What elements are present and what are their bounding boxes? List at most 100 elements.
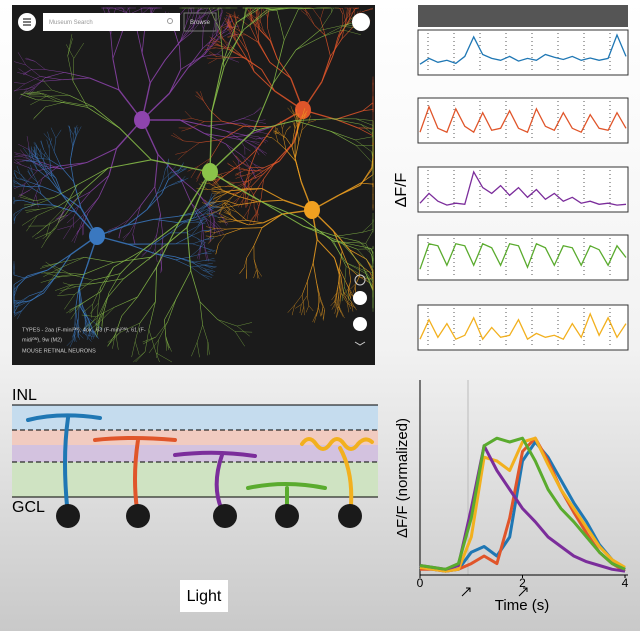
- dendrite: [262, 213, 283, 224]
- rotate-button[interactable]: [353, 291, 367, 305]
- dendrite: [229, 56, 246, 59]
- dendrite: [19, 173, 28, 182]
- dendrite: [295, 118, 332, 122]
- dendrite: [236, 7, 257, 23]
- zoom-button[interactable]: [353, 317, 367, 331]
- dendrite: [43, 267, 62, 277]
- dendrite: [40, 76, 63, 81]
- layers-button[interactable]: [354, 274, 366, 286]
- dendrite: [190, 270, 201, 302]
- dendrite: [365, 270, 374, 283]
- dendrite: [121, 7, 128, 13]
- dendrite: [253, 106, 262, 114]
- dendrite: [204, 133, 227, 145]
- trace-line: [419, 33, 627, 65]
- dendrite: [249, 148, 258, 169]
- dendrite: [154, 154, 159, 187]
- dendrite: [148, 339, 159, 354]
- dendrite: [36, 153, 44, 160]
- dendrite: [28, 87, 36, 97]
- dendrite: [335, 118, 358, 129]
- dendrite: [40, 276, 60, 283]
- dendrite: [16, 166, 21, 174]
- dendrite: [169, 166, 176, 174]
- dendrite: [204, 238, 215, 241]
- y-axis-label: ΔF/F (normalized): [394, 418, 411, 538]
- dendrite: [215, 243, 219, 255]
- dendrite: [148, 329, 157, 353]
- dendrite: [314, 311, 318, 323]
- dendrite: [175, 168, 185, 172]
- view-button[interactable]: [352, 13, 370, 31]
- dendrite: [209, 51, 218, 57]
- dendrite: [188, 18, 199, 29]
- dendrite: [336, 306, 339, 318]
- dendrite: [106, 278, 124, 299]
- dendrite: [162, 173, 171, 181]
- dendrite: [344, 286, 351, 302]
- dendrite: [205, 217, 217, 227]
- dendrite: [244, 140, 255, 148]
- browse-label: Browse: [190, 20, 211, 26]
- x-axis-label: Time (s): [495, 597, 549, 614]
- dendrite: [100, 266, 114, 287]
- dendrite: [37, 205, 59, 216]
- dendrite: [55, 178, 63, 195]
- dendrite: [85, 334, 94, 337]
- dendrite: [69, 302, 84, 314]
- dendrite: [47, 253, 72, 271]
- dendrite: [291, 304, 295, 316]
- dendrite: [226, 12, 239, 19]
- dendrite: [261, 7, 277, 11]
- dendrite: [237, 212, 247, 221]
- dendrite: [345, 15, 348, 26]
- browse-button[interactable]: [183, 12, 217, 32]
- dendrite: [137, 266, 158, 298]
- dendrite: [20, 197, 35, 201]
- dendrite: [73, 333, 75, 342]
- dendrite: [13, 274, 26, 279]
- dendrite: [13, 208, 24, 215]
- dendrite: [362, 109, 374, 112]
- cell-body: [126, 504, 150, 528]
- dendrite: [21, 300, 31, 311]
- dendrite: [214, 233, 226, 238]
- dendrite: [229, 58, 240, 63]
- dendrite: [230, 188, 245, 192]
- dendrite: [354, 7, 360, 10]
- dendrite: [349, 9, 356, 16]
- dendrite: [319, 12, 332, 31]
- dendrite: [87, 316, 97, 329]
- dendrite: [36, 203, 53, 206]
- dendrite: [97, 312, 104, 326]
- dendrite: [205, 217, 212, 231]
- dendrite: [45, 222, 51, 237]
- dendrite: [27, 181, 42, 187]
- dendrite: [296, 120, 298, 131]
- dendrite: [366, 259, 374, 273]
- dendrite: [77, 167, 109, 186]
- dendrite: [162, 169, 166, 181]
- dendrite: [108, 159, 152, 169]
- dendrite: [90, 302, 99, 314]
- x-tick-label: 0: [417, 576, 424, 590]
- dendrite: [297, 130, 299, 143]
- search-box[interactable]: [43, 13, 180, 31]
- dendrite: [114, 296, 138, 308]
- dendrite: [46, 215, 66, 227]
- dendrite: [238, 160, 252, 170]
- dendrite: [215, 195, 222, 202]
- dendrite: [203, 262, 213, 266]
- dendrite: [216, 226, 224, 235]
- dendrite: [312, 7, 321, 20]
- dendrite: [74, 280, 93, 295]
- dendrite: [210, 178, 220, 182]
- dendrite: [291, 136, 294, 148]
- dendrite: [298, 114, 304, 122]
- dendrite: [362, 102, 374, 112]
- dendrite: [13, 162, 22, 166]
- dendrite: [178, 211, 196, 217]
- dendrite: [330, 118, 361, 125]
- dendrite: [13, 278, 26, 290]
- dendrite: [251, 170, 264, 179]
